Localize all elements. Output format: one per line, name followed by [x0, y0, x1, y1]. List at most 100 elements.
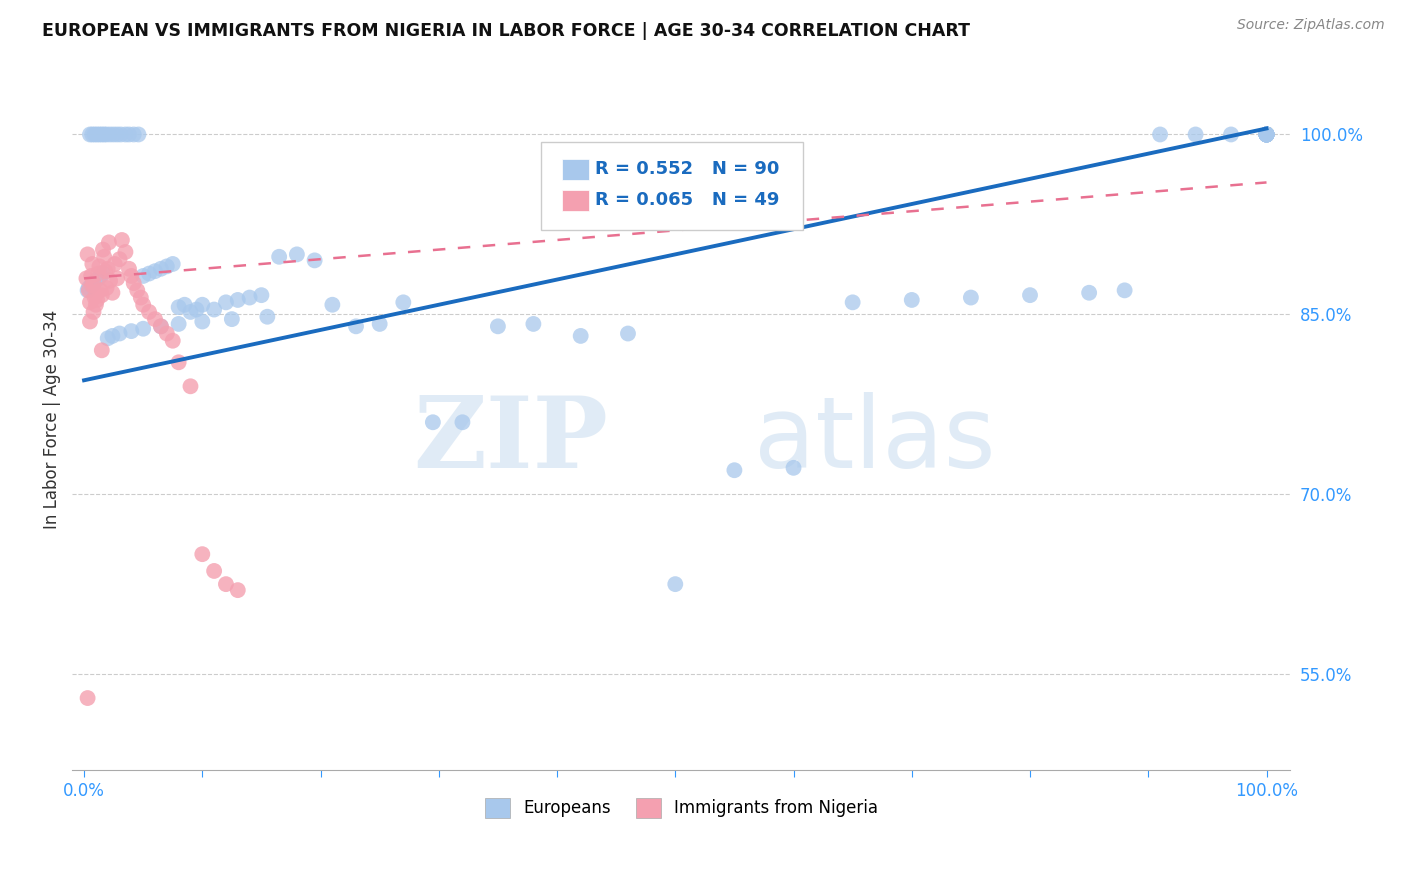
Point [98, 128, 121, 142]
Point [1256, 128, 1278, 142]
Point [250, 288, 273, 302]
Point [191, 314, 214, 328]
Point [132, 298, 155, 312]
Point [108, 252, 131, 267]
Point [143, 264, 166, 278]
Point [83, 128, 105, 142]
Point [118, 128, 141, 142]
Point [103, 128, 125, 142]
Point [344, 319, 367, 334]
Point [149, 319, 172, 334]
Point [269, 250, 291, 264]
Point [304, 253, 326, 268]
Point [1256, 128, 1278, 142]
Point [368, 317, 391, 331]
Legend: Europeans, Immigrants from Nigeria: Europeans, Immigrants from Nigeria [478, 791, 884, 825]
Point [97, 261, 120, 276]
Point [1256, 128, 1278, 142]
Point [76, 247, 98, 261]
Text: R = 0.552   N = 90: R = 0.552 N = 90 [595, 160, 779, 178]
FancyBboxPatch shape [562, 190, 589, 211]
Point [94, 264, 117, 278]
Point [138, 267, 160, 281]
Point [89, 260, 111, 274]
Point [451, 415, 474, 429]
Point [1078, 285, 1101, 300]
Point [1256, 128, 1278, 142]
Point [127, 284, 149, 298]
Point [167, 317, 190, 331]
Point [138, 305, 160, 319]
Point [86, 293, 108, 307]
Point [93, 250, 115, 264]
Point [256, 310, 278, 324]
Point [239, 291, 262, 305]
Point [149, 261, 172, 276]
Point [215, 577, 238, 591]
Point [84, 274, 107, 288]
Text: ZIP: ZIP [413, 392, 609, 489]
Point [1256, 128, 1278, 142]
Point [84, 298, 107, 312]
Point [173, 298, 195, 312]
Point [1256, 128, 1278, 142]
Point [486, 319, 509, 334]
Text: atlas: atlas [754, 392, 995, 489]
Text: Source: ZipAtlas.com: Source: ZipAtlas.com [1237, 18, 1385, 32]
Point [110, 128, 132, 142]
Point [1256, 128, 1278, 142]
Point [215, 295, 238, 310]
Point [79, 314, 101, 328]
Point [89, 128, 111, 142]
Point [162, 334, 184, 348]
Point [87, 267, 110, 281]
Point [86, 128, 108, 142]
Point [120, 268, 142, 283]
Point [156, 260, 179, 274]
Point [90, 284, 112, 298]
Point [1149, 128, 1171, 142]
Point [96, 128, 118, 142]
Point [80, 268, 103, 283]
Point [129, 291, 152, 305]
Point [120, 324, 142, 338]
Point [226, 583, 249, 598]
Point [1256, 128, 1278, 142]
Text: EUROPEAN VS IMMIGRANTS FROM NIGERIA IN LABOR FORCE | AGE 30-34 CORRELATION CHART: EUROPEAN VS IMMIGRANTS FROM NIGERIA IN L… [42, 22, 970, 40]
Point [179, 379, 201, 393]
Point [105, 128, 128, 142]
Point [93, 128, 115, 142]
Point [79, 128, 101, 142]
Point [1256, 128, 1278, 142]
Point [77, 281, 100, 295]
Point [1256, 128, 1278, 142]
Point [202, 302, 225, 317]
Point [1256, 128, 1278, 142]
Point [960, 291, 983, 305]
Point [186, 302, 208, 317]
Point [114, 128, 136, 142]
Point [723, 463, 745, 477]
Point [97, 331, 120, 345]
Point [191, 298, 214, 312]
Point [149, 319, 172, 334]
Y-axis label: In Labor Force | Age 30-34: In Labor Force | Age 30-34 [44, 310, 60, 529]
Point [1256, 128, 1278, 142]
Point [226, 293, 249, 307]
Point [122, 276, 145, 290]
Point [900, 293, 922, 307]
Point [79, 295, 101, 310]
Point [105, 271, 128, 285]
Point [98, 274, 121, 288]
FancyBboxPatch shape [562, 159, 589, 180]
Point [392, 295, 415, 310]
Point [97, 235, 120, 250]
Point [82, 278, 104, 293]
Point [91, 243, 114, 257]
Point [132, 268, 155, 283]
Text: R = 0.065   N = 49: R = 0.065 N = 49 [595, 191, 779, 209]
Point [422, 415, 444, 429]
Point [1220, 128, 1243, 142]
Point [83, 276, 105, 290]
Point [1256, 128, 1278, 142]
